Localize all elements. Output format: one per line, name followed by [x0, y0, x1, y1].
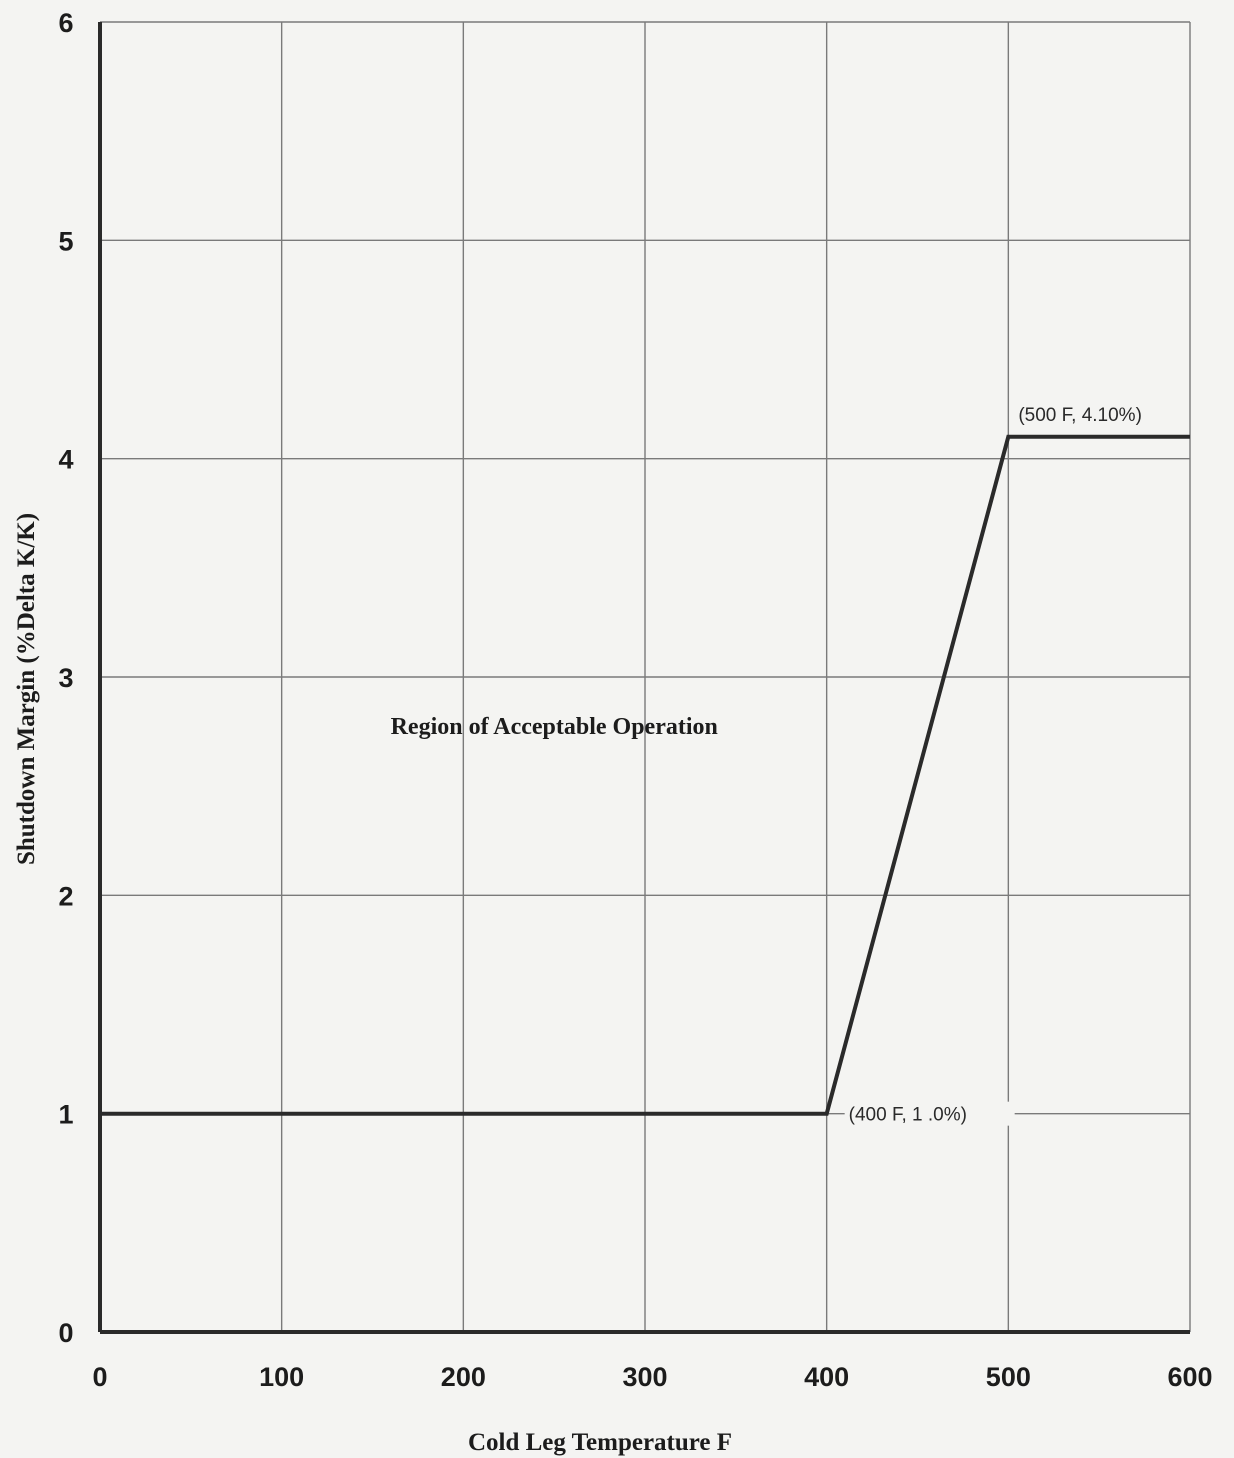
y-tick-label: 4: [58, 445, 73, 475]
region-label: Region of Acceptable Operation: [391, 714, 718, 740]
x-tick-label: 600: [1167, 1362, 1212, 1392]
y-tick-label: 1: [58, 1100, 73, 1130]
x-tick-label: 300: [622, 1362, 667, 1392]
point-annotation: (500 F, 4.10%): [1018, 405, 1142, 426]
series-layer: [99, 434, 1191, 1116]
grid-lines: [100, 21, 1191, 1332]
y-tick-label: 5: [58, 226, 73, 256]
y-axis-title: Shutdown Margin (%Delta K/K): [13, 513, 40, 865]
x-tick-label: 400: [804, 1362, 849, 1392]
y-tick-label: 3: [58, 663, 73, 693]
point-annotation: (400 F, 1 .0%): [849, 1105, 967, 1126]
shutdown-margin-line: [100, 434, 1190, 1116]
labels: Cold Leg Temperature F Shutdown Margin (…: [13, 8, 1213, 1456]
x-tick-label: 500: [986, 1362, 1031, 1392]
y-tick-label: 6: [58, 8, 73, 38]
x-tick-label: 0: [92, 1362, 107, 1392]
x-tick-label: 200: [441, 1362, 486, 1392]
x-axis-title: Cold Leg Temperature F: [468, 1429, 732, 1456]
annotation-backdrop: [844, 1101, 1015, 1126]
x-tick-label: 100: [259, 1362, 304, 1392]
y-tick-label: 2: [58, 881, 73, 911]
y-tick-label: 0: [58, 1318, 73, 1348]
